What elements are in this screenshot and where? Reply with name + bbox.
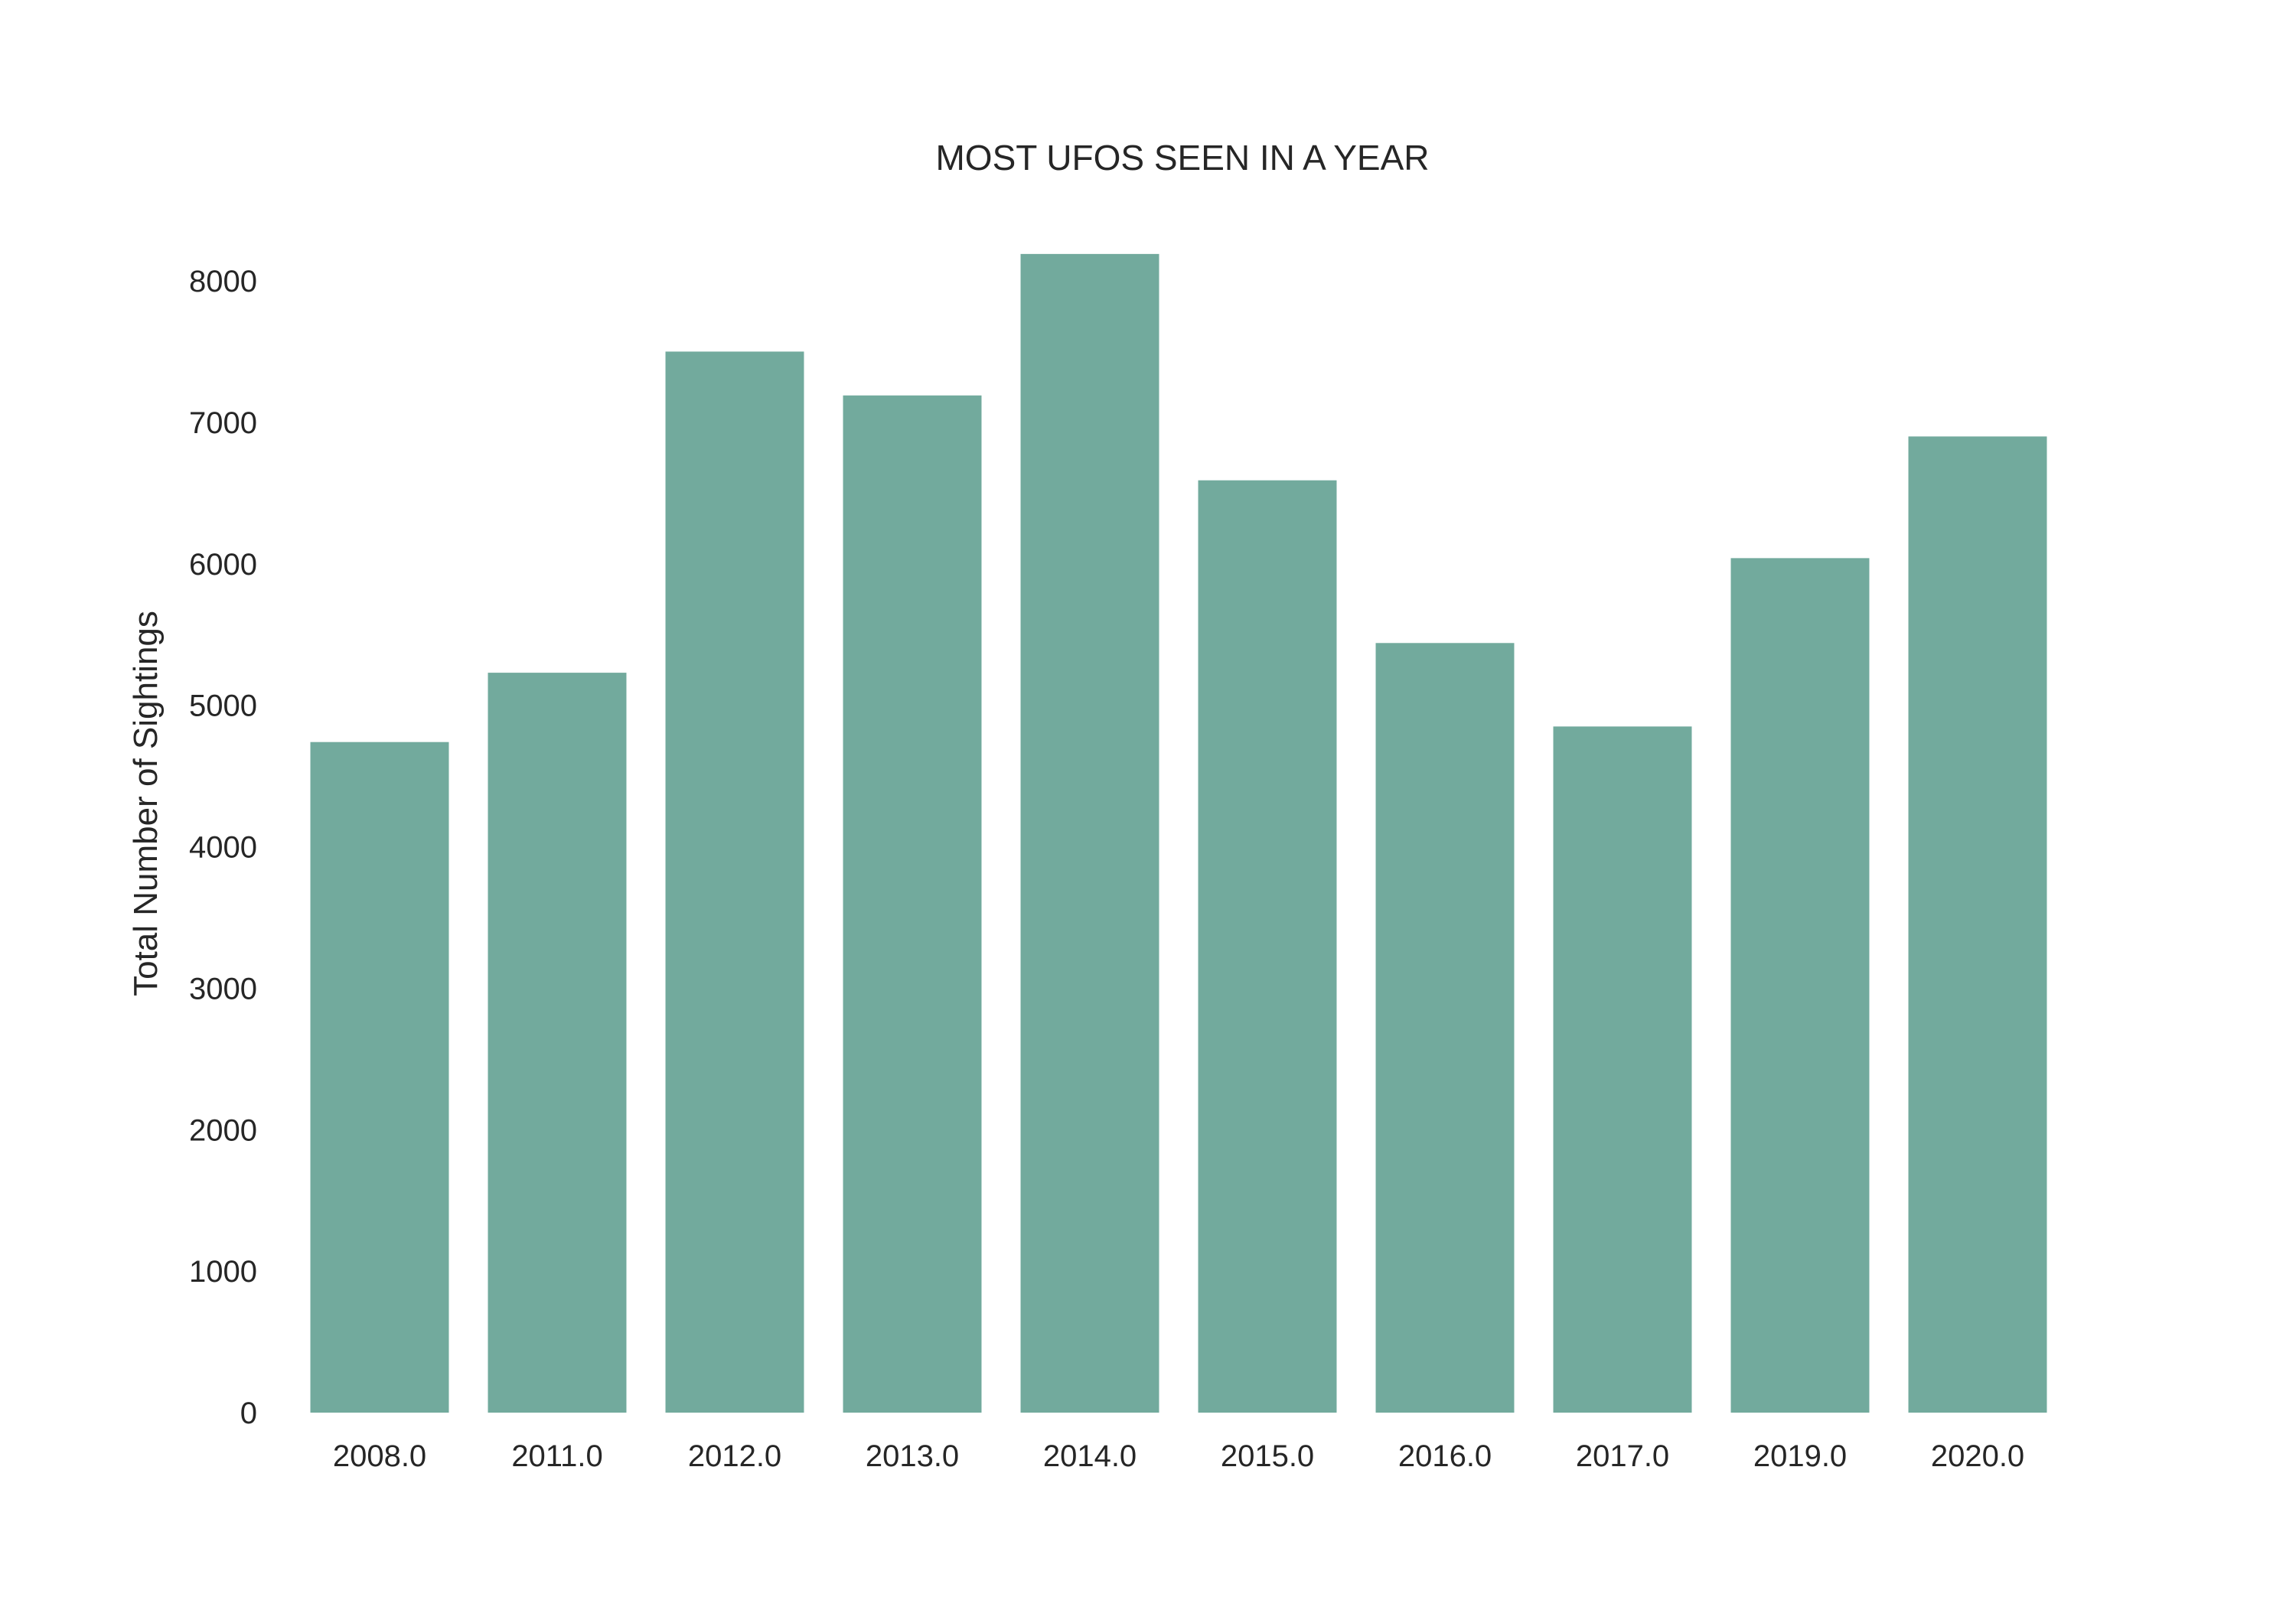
bar-2019.0 — [1730, 558, 1870, 1413]
chart-title: MOST UFOS SEEN IN A YEAR — [935, 138, 1429, 178]
x-tick-label: 2019.0 — [1753, 1439, 1847, 1473]
x-tick-label: 2016.0 — [1398, 1439, 1492, 1473]
bar-2013.0 — [843, 395, 982, 1413]
bar-2012.0 — [665, 351, 804, 1413]
x-tick-label: 2014.0 — [1043, 1439, 1137, 1473]
bar-2017.0 — [1553, 726, 1692, 1413]
y-tick-label: 6000 — [189, 548, 257, 582]
bar-2015.0 — [1198, 480, 1337, 1413]
bar-2008.0 — [310, 742, 449, 1413]
y-tick-label: 7000 — [189, 406, 257, 440]
y-tick-label: 4000 — [189, 831, 257, 865]
y-tick-label: 8000 — [189, 265, 257, 298]
bar-2016.0 — [1375, 643, 1515, 1413]
y-axis-ticks: 0 1000 2000 3000 4000 5000 6000 7000 8000 — [189, 265, 257, 1430]
x-tick-label: 2012.0 — [688, 1439, 781, 1473]
x-tick-label: 2020.0 — [1931, 1439, 2024, 1473]
y-axis-label: Total Number of Sightings — [127, 611, 165, 996]
x-axis-ticks: 2008.0 2011.0 2012.0 2013.0 2014.0 2015.0 2016… — [333, 1439, 2024, 1473]
y-tick-label: 2000 — [189, 1113, 257, 1147]
bar-2020.0 — [1908, 436, 2047, 1413]
y-tick-label: 0 — [240, 1397, 257, 1430]
bars — [310, 253, 2047, 1413]
bar-2014.0 — [1020, 253, 1159, 1413]
x-tick-label: 2011.0 — [511, 1439, 602, 1473]
x-tick-label: 2008.0 — [333, 1439, 426, 1473]
x-tick-label: 2017.0 — [1576, 1439, 1669, 1473]
x-tick-label: 2015.0 — [1221, 1439, 1314, 1473]
y-tick-label: 3000 — [189, 972, 257, 1006]
x-tick-label: 2013.0 — [866, 1439, 959, 1473]
y-tick-label: 1000 — [189, 1255, 257, 1289]
y-tick-label: 5000 — [189, 689, 257, 723]
bar-2011.0 — [488, 673, 627, 1413]
